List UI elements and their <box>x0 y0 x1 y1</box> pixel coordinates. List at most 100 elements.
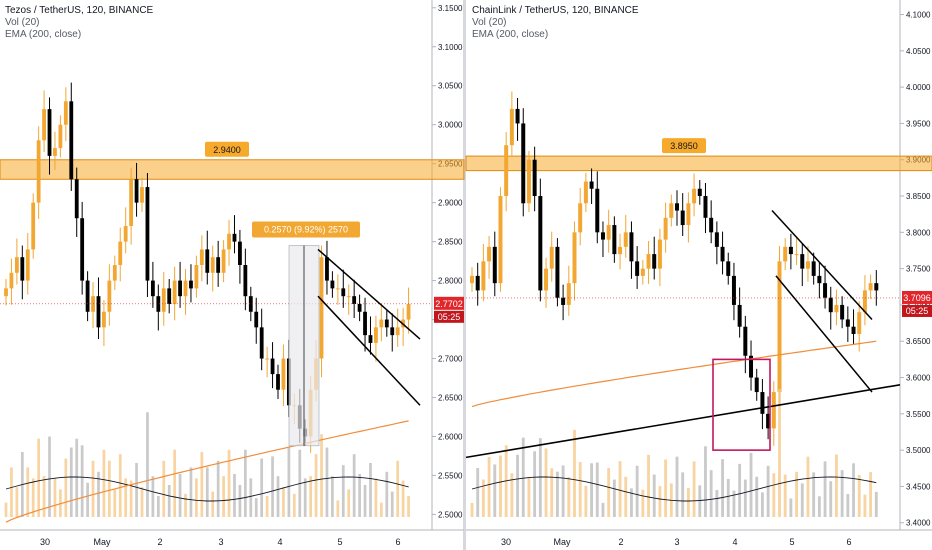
time-tag-bg <box>902 304 932 317</box>
volume-bar <box>686 488 690 517</box>
candle-body <box>374 327 378 343</box>
candle-body <box>210 257 215 273</box>
candle-body <box>156 296 161 312</box>
candle-body <box>538 196 543 291</box>
candle-body <box>600 232 605 240</box>
left-symbol-title[interactable]: Tezos / TetherUS, 120, BINANCE <box>5 5 154 16</box>
left-vol-indicator[interactable]: Vol (20) <box>5 17 40 28</box>
volume-bar <box>647 454 650 517</box>
volume-bar <box>184 493 187 517</box>
volume-bar <box>331 476 334 517</box>
volume-bar <box>352 454 356 517</box>
volume-bar <box>118 454 122 517</box>
candle-body <box>319 257 324 359</box>
candle-body <box>652 254 657 269</box>
y-tick-label: 4.0500 <box>906 47 931 56</box>
candle-body <box>265 358 270 360</box>
candle-body <box>134 179 139 203</box>
candle-body <box>504 145 509 197</box>
candle-body <box>167 288 172 304</box>
candle-body <box>74 179 79 219</box>
volume-bar <box>595 462 599 517</box>
candle-body <box>828 297 833 313</box>
y-tick-label: 3.7500 <box>906 265 931 274</box>
volume-bar <box>715 489 719 517</box>
candle-body <box>475 275 480 291</box>
candle-body <box>857 312 862 334</box>
volume-bar <box>550 468 554 517</box>
volume-bar <box>336 500 340 517</box>
volume-bar <box>709 470 713 517</box>
volume-bar <box>652 474 656 517</box>
volume-bar <box>527 477 531 517</box>
candle-body <box>544 268 549 291</box>
candle-body <box>549 246 554 269</box>
volume-bar <box>129 480 133 517</box>
candle-body <box>515 108 520 124</box>
candle-body <box>102 311 106 328</box>
channel-upper-line <box>317 248 421 340</box>
left-legend: Tezos / TetherUS, 120, BINANCE Vol (20) … <box>5 5 153 41</box>
candle-body <box>238 241 242 265</box>
volume-bar <box>675 456 679 517</box>
volume-bar <box>124 478 128 517</box>
y-tick-label: 3.4500 <box>906 482 931 491</box>
volume-bar <box>635 465 639 517</box>
y-tick-label: 2.9000 <box>438 199 463 208</box>
y-tick-label: 2.8500 <box>438 238 463 247</box>
volume-bar <box>681 472 685 517</box>
volume-bar <box>238 484 242 517</box>
volume-bar <box>840 470 844 517</box>
volume-bar <box>544 448 548 517</box>
x-tick-label: 5 <box>789 537 794 547</box>
y-tick-label: 2.8000 <box>438 277 463 286</box>
volume-bar <box>4 502 8 517</box>
volume-bar <box>325 447 329 517</box>
volume-bar <box>287 447 291 517</box>
volume-bar <box>363 484 367 517</box>
candle-body <box>805 261 810 269</box>
zone-label: 3.8950 <box>670 141 698 151</box>
candle-body <box>390 327 395 336</box>
volume-bar <box>48 436 51 517</box>
candle-body <box>31 202 36 250</box>
candle-body <box>521 123 526 204</box>
volume-bar <box>852 463 855 517</box>
volume-bar <box>254 498 258 517</box>
candle-body <box>254 311 259 328</box>
candle-body <box>352 296 357 304</box>
volume-bar <box>510 473 514 517</box>
volume-bar <box>244 449 247 517</box>
candle-body <box>703 196 708 218</box>
candle-body <box>395 327 400 336</box>
left-ema-indicator[interactable]: EMA (200, close) <box>5 29 82 40</box>
x-tick-label: 4 <box>277 537 282 547</box>
right-symbol-title[interactable]: ChainLink / TetherUS, 120, BINANCE <box>472 5 639 16</box>
volume-bar <box>31 478 35 517</box>
candle-body <box>281 358 286 390</box>
volume-bar <box>15 487 19 517</box>
zone-label: 2.9400 <box>213 145 241 155</box>
volume-bar <box>140 487 144 517</box>
volume-bar <box>205 467 209 517</box>
candle-body <box>709 217 714 233</box>
volume-bar <box>249 478 253 517</box>
right-vol-indicator[interactable]: Vol (20) <box>472 17 507 28</box>
candle-body <box>692 188 697 204</box>
channel-upper-line <box>771 210 873 320</box>
volume-bar <box>783 474 787 517</box>
volume-bar <box>75 438 79 517</box>
volume-bar <box>211 491 215 517</box>
volume-bar <box>167 484 171 517</box>
volume-bar <box>271 456 274 517</box>
volume-bar <box>538 438 542 517</box>
volume-bar <box>390 491 394 517</box>
volume-bar <box>812 472 816 517</box>
right-ema-indicator[interactable]: EMA (200, close) <box>472 29 549 40</box>
channel-lower-line <box>775 275 873 393</box>
candle-body <box>754 377 759 393</box>
candle-body <box>199 249 204 265</box>
candle-body <box>555 246 560 298</box>
volume-bar <box>658 486 662 517</box>
